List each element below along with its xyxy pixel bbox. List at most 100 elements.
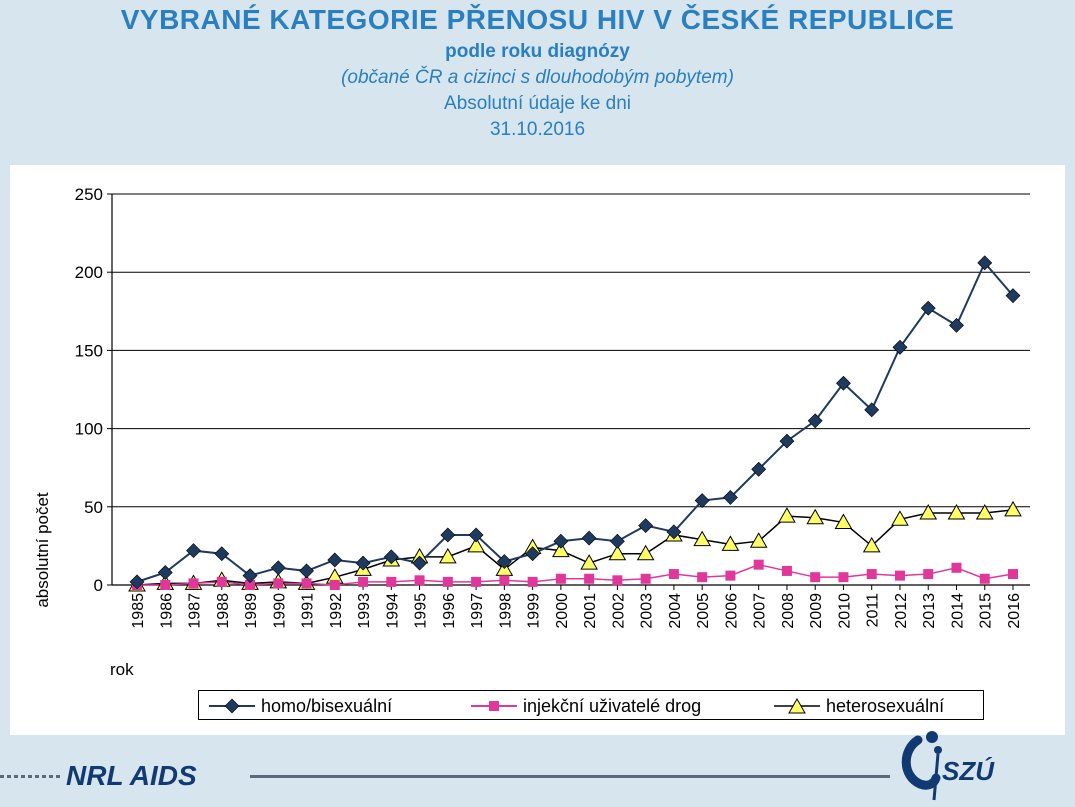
series-2 [136,509,1014,586]
date-label: Absolutní údaje ke dni [444,93,631,114]
chart-panel: 0 50 100 150 200 250 1985 1986 1987 1988 1989 1990… [10,165,1065,735]
y-tick-label: 50 [84,498,103,517]
data-point [838,572,849,583]
series-markers-2 [128,500,1022,592]
data-point [806,508,825,525]
data-point [1008,569,1018,580]
x-tick-label: 2010 [836,593,853,629]
x-tick-label: 2015 [978,593,995,629]
data-point [920,300,936,316]
legend-square-marker [471,701,517,711]
date-value: 31.10.2016 [489,119,586,140]
data-point [242,568,258,584]
data-point [160,580,171,590]
legend-label: heterosexuální [826,695,945,716]
x-tick-label: 1990 [271,593,288,629]
data-point [666,524,682,540]
x-tick-label: 2002 [610,593,627,629]
data-point [1005,288,1021,304]
data-point [553,533,569,549]
data-point [919,504,938,520]
data-point [129,574,145,590]
data-point [778,507,796,523]
grid-lines [112,193,1030,508]
data-point [693,530,712,547]
footer-dashes-left [0,775,60,778]
data-point [866,569,877,580]
x-tick-label: 2004 [667,593,684,629]
data-point [751,461,767,477]
data-point [270,560,286,576]
x-tick-label: 2007 [752,593,769,629]
series-markers-0 [129,255,1021,590]
chart-subtitle: podle roku diagnózy [445,41,630,62]
data-point [891,510,909,526]
data-point [581,530,597,546]
data-point [273,578,284,589]
data-point [245,580,256,590]
x-tick-label: 1996 [441,593,458,629]
data-point [496,554,512,569]
series-line [136,260,1014,583]
series-group [128,255,1022,592]
data-point [892,339,908,355]
x-tick-label: 2003 [639,593,656,629]
x-tick-label: 1987 [187,593,204,629]
line-chart: 0 50 100 150 200 250 1985 1986 1987 1988 1989 1990… [33,185,1030,679]
x-tick-label: 1999 [526,593,543,629]
legend-triangle-marker [774,698,820,714]
data-point [414,575,425,586]
x-tick-label: 1998 [497,593,514,629]
y-tick-label: 0 [94,576,103,595]
x-tick-label: 2000 [554,593,571,629]
data-point [186,543,201,559]
data-point [301,578,312,589]
data-point [552,541,570,558]
logo-text: SZÚ [942,756,995,786]
data-point [327,552,343,568]
data-point [1004,500,1022,517]
series-0 [136,260,1014,583]
data-point [214,546,230,562]
x-tick-label: 2005 [695,593,712,629]
x-tick-label: 2008 [780,593,797,629]
data-point [609,533,625,549]
series-line [136,509,1014,586]
legend-diamond-marker [209,698,255,714]
data-point [188,578,199,589]
x-tick-label: 1993 [356,593,373,629]
data-point [951,562,962,573]
legend-item-homo: homo/bisexuální [209,696,392,716]
data-point [612,575,623,586]
x-tick-label: 1995 [413,593,430,629]
data-point [781,565,792,576]
data-point [438,547,457,564]
y-tick-label: 100 [75,420,103,439]
y-axis-label: absolutní počet [33,492,52,608]
x-tick-label: 1986 [158,593,175,629]
data-point [979,573,990,584]
data-point [440,527,456,543]
data-point [668,569,679,580]
data-point [358,576,369,587]
x-tick-label: 1994 [384,593,401,629]
data-point [157,565,173,580]
x-tick-label: 2011 [865,593,882,628]
data-point [836,375,851,391]
data-point [608,544,627,561]
x-tick-labels: 1985 1986 1987 1988 1989 1990 1991 1992 1993 1994… [130,593,1023,629]
data-point [947,504,966,520]
data-point [722,489,738,505]
nrl-aids-label: NRL AIDS [66,760,197,791]
data-point [697,572,708,583]
data-point [636,544,655,561]
data-point [383,549,399,565]
data-point [442,576,453,587]
axes [107,193,1030,590]
legend-label: homo/bisexuální [261,695,393,716]
data-point [216,576,227,587]
data-point [749,532,768,548]
x-tick-label: 2013 [921,593,938,629]
data-point [299,563,314,579]
footer-divider [250,775,890,778]
